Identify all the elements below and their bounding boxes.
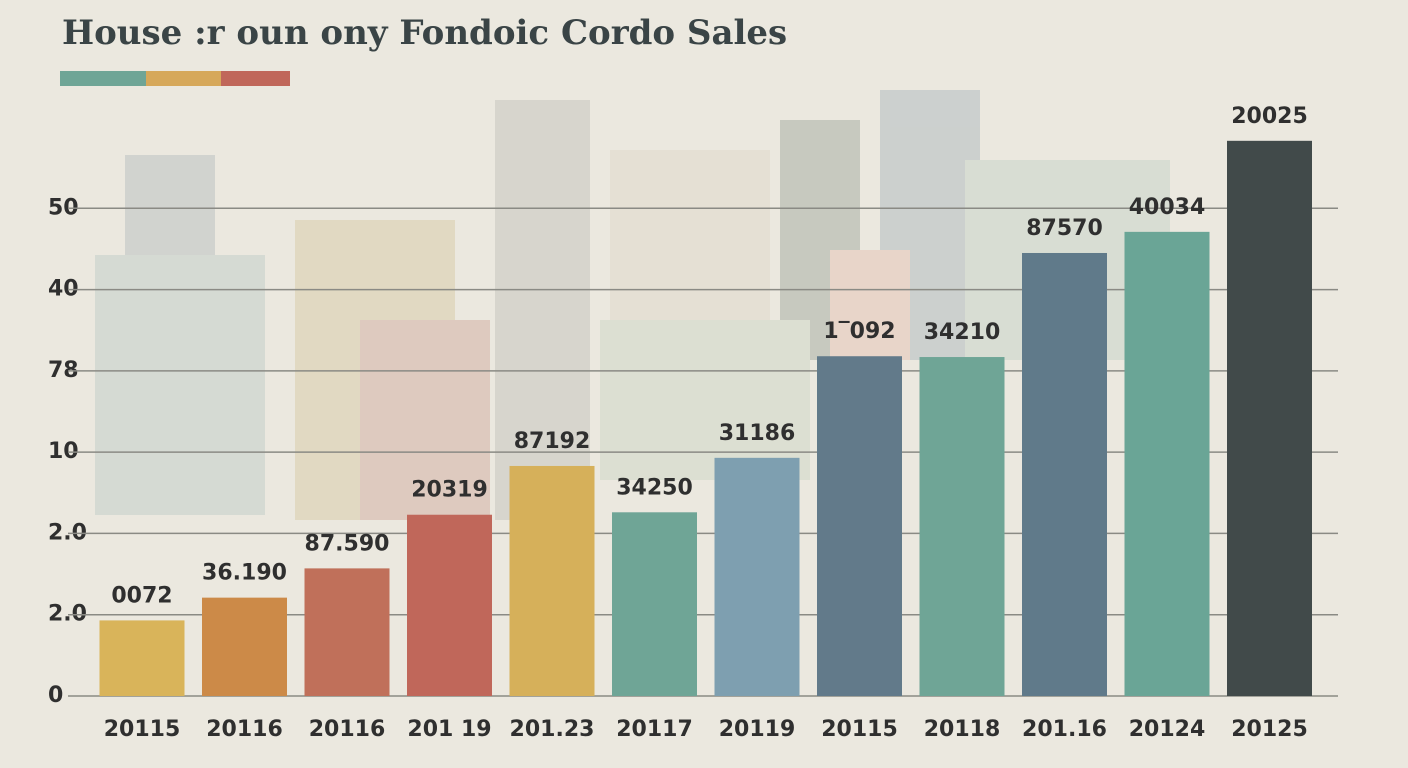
x-tick-label: 20115 [104, 717, 181, 742]
data-label: 34250 [616, 475, 693, 500]
data-label: 40034 [1129, 195, 1206, 220]
data-label: 0072 [111, 583, 172, 608]
title-accent [221, 71, 290, 86]
x-tick-label: 20124 [1129, 717, 1206, 742]
bar [1124, 231, 1210, 696]
x-tick-label: 20116 [206, 717, 283, 742]
bar [1022, 252, 1107, 696]
title-accent [60, 71, 146, 86]
data-label: 36.190 [202, 561, 287, 586]
bar [1227, 140, 1312, 696]
bar [509, 465, 595, 696]
bar [99, 620, 185, 696]
data-label: 20025 [1231, 104, 1308, 129]
bar [714, 457, 800, 696]
x-tick-label: 20118 [924, 717, 1001, 742]
bar [202, 597, 287, 696]
data-label: 20319 [411, 478, 488, 503]
y-tick-label: 0 [48, 683, 63, 708]
bar [304, 568, 390, 696]
x-tick-label: 20117 [616, 717, 693, 742]
x-tick-label: 20125 [1231, 717, 1308, 742]
bar [817, 356, 902, 696]
bar [919, 357, 1005, 696]
x-tick-label: 20116 [309, 717, 386, 742]
bar [407, 514, 492, 696]
data-label: 87192 [514, 429, 591, 454]
x-tick-label: 201 19 [407, 717, 491, 742]
chart-title: House :r oun ony Fondoic Cordo Sales [62, 13, 787, 53]
x-tick-label: 201.16 [1022, 717, 1107, 742]
skyline-background [95, 90, 1170, 520]
bar [612, 512, 697, 696]
x-tick-label: 20119 [719, 717, 796, 742]
data-label: 34210 [924, 320, 1001, 345]
data-label: 1‾092 [823, 319, 895, 344]
x-tick-label: 20115 [821, 717, 898, 742]
data-label: 87570 [1026, 216, 1103, 241]
x-tick-label: 201.23 [510, 717, 595, 742]
title-accent [146, 71, 221, 86]
data-label: 87.590 [305, 531, 390, 556]
data-label: 31186 [719, 421, 796, 446]
